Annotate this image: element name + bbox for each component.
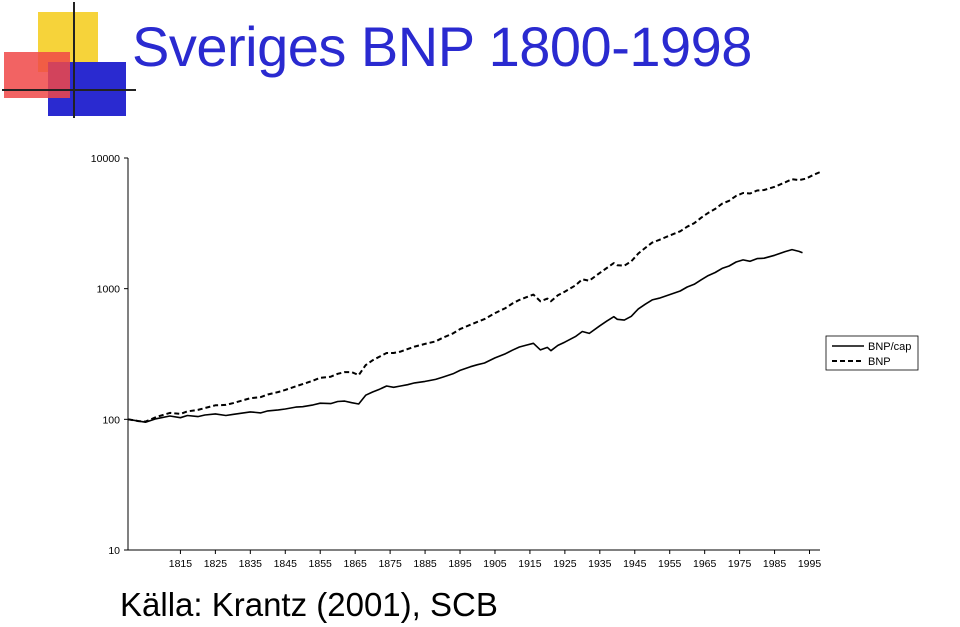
x-tick-label: 1865 [343,558,367,570]
x-tick-label: 1925 [553,558,577,570]
x-tick-label: 1835 [239,558,263,570]
y-tick-label: 1000 [97,284,121,296]
y-axis: 10000 1000 100 10 [91,153,129,557]
slide-logo-decoration [2,2,136,118]
x-tick-label: 1995 [798,558,822,570]
x-tick-label: 1885 [413,558,437,570]
series-layer [127,171,821,423]
x-tick-label: 1915 [518,558,542,570]
chart-legend: BNP/cap BNP [825,335,919,371]
y-tick-label: 10 [108,545,120,557]
x-tick-label: 1975 [728,558,752,570]
legend-label: BNP/cap [868,341,911,353]
x-tick-label: 1875 [378,558,402,570]
x-tick-label: 1935 [588,558,612,570]
x-axis: 1815 1825 1835 1845 1855 1865 1875 1885 1895 1905… [128,549,822,570]
x-tick-label: 1965 [693,558,717,570]
x-tick-label: 1895 [448,558,472,570]
x-tick-label: 1855 [309,558,333,570]
x-tick-label: 1845 [274,558,298,570]
x-tick-label: 1905 [483,558,507,570]
source-note: Källa: Krantz (2001), SCB [120,586,498,623]
x-tick-label: 1955 [658,558,682,570]
series-line-bnp [127,171,821,423]
legend-box [825,335,919,371]
slide-title: Sveriges BNP 1800-1998 [132,15,752,78]
x-tick-label: 1945 [623,558,647,570]
x-tick-label: 1815 [169,558,193,570]
x-tick-label: 1825 [204,558,228,570]
y-tick-label: 10000 [91,153,120,165]
legend-label: BNP [868,356,891,368]
series-line-bnp-cap [127,248,803,423]
y-tick-label: 100 [102,414,120,426]
x-tick-label: 1985 [763,558,787,570]
